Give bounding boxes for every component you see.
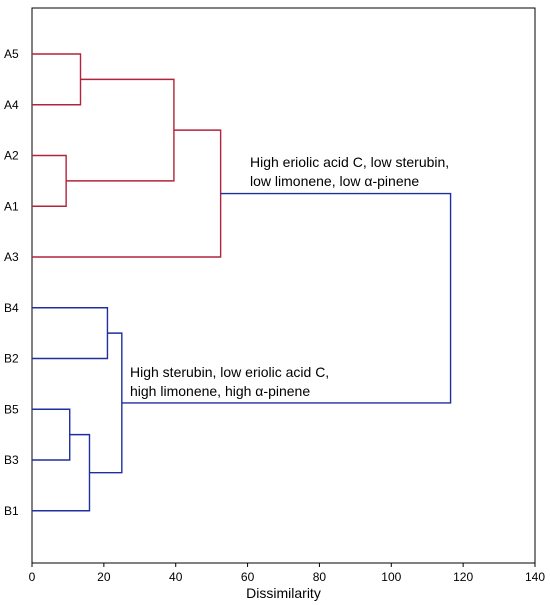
leaf-label-b4: B4	[4, 301, 19, 315]
merge-branch-7	[32, 433, 91, 512]
merge-branch-8	[89, 332, 123, 474]
plot-frame	[31, 7, 536, 564]
leaf-labels: A5 A4 A2 A1 A3 B4 B2 B5 B3 B1	[4, 47, 19, 518]
annotation-group-a-line-1: High eriolic acid C, low sterubin,	[250, 154, 449, 170]
annotation-group-b: High sterubin, low eriolic acid C, high …	[130, 364, 333, 399]
leaf-label-a2: A2	[4, 149, 19, 163]
merge-branch-6	[32, 408, 71, 461]
merge-branch-3	[66, 78, 175, 182]
merge-branch-9	[121, 192, 452, 404]
annotation-group-b-line-1: High sterubin, low eriolic acid C,	[130, 364, 329, 380]
x-tick-label-80: 80	[313, 570, 327, 584]
x-tick-label-140: 140	[525, 570, 545, 584]
merge-branch-1	[32, 53, 82, 106]
leaf-label-b1: B1	[4, 504, 19, 518]
x-tick-label-40: 40	[169, 570, 183, 584]
leaf-label-b5: B5	[4, 402, 19, 416]
leaf-label-b3: B3	[4, 453, 19, 467]
leaf-label-a4: A4	[4, 98, 19, 112]
leaf-label-b2: B2	[4, 352, 19, 366]
leaf-label-a5: A5	[4, 47, 19, 61]
annotation-group-b-line-2: high limonene, high α-pinene	[130, 383, 310, 399]
x-tick-label-120: 120	[453, 570, 473, 584]
x-axis-title: Dissimilarity	[246, 585, 321, 601]
annotation-group-a: High eriolic acid C, low sterubin, low l…	[250, 154, 453, 189]
dendrogram-branches	[32, 53, 452, 512]
merge-branch-4	[32, 129, 222, 258]
x-tick-label-20: 20	[97, 570, 111, 584]
leaf-label-a1: A1	[4, 199, 19, 213]
merge-branch-5	[32, 307, 109, 360]
annotation-group-a-line-2: low limonene, low α-pinene	[250, 173, 419, 189]
merge-branch-2	[32, 154, 67, 207]
x-tick-label-0: 0	[29, 570, 36, 584]
x-tick-label-60: 60	[241, 570, 255, 584]
x-tick-label-100: 100	[381, 570, 401, 584]
leaf-label-a3: A3	[4, 250, 19, 264]
x-axis-ticks: 0 20 40 60 80 100 120 140	[29, 563, 545, 584]
